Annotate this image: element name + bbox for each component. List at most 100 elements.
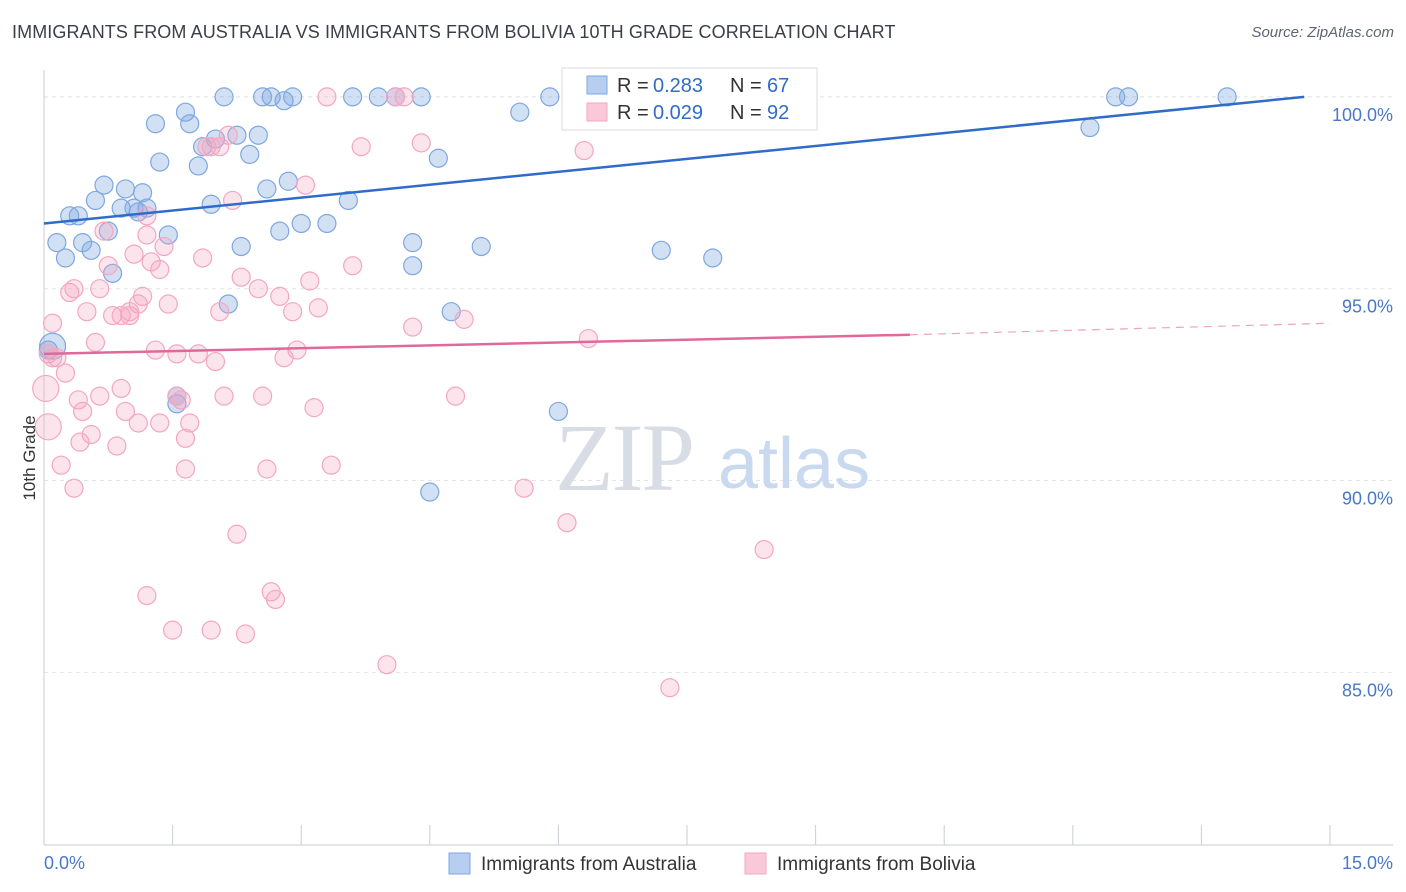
bolivia-point <box>64 279 84 299</box>
source-label[interactable]: Source: ZipAtlas.com <box>1251 24 1394 41</box>
bolivia-point <box>175 459 196 479</box>
bolivia-point <box>42 348 63 368</box>
bolivia-point <box>34 413 62 441</box>
bolivia-point <box>754 539 774 560</box>
y-tick-label: 100.0% <box>1332 105 1393 125</box>
bolivia-point <box>201 137 221 157</box>
bolivia-point <box>193 248 213 268</box>
australia-point <box>188 156 208 176</box>
bolivia-point <box>81 424 101 445</box>
australia-trend-line <box>43 95 1305 225</box>
bottom-legend-australia[interactable]: Immigrants from Australia <box>481 854 697 875</box>
bolivia-point <box>660 678 680 698</box>
australia-point <box>283 87 303 107</box>
australia-point <box>175 102 196 122</box>
legend-n-label-2: N = <box>730 102 762 124</box>
bolivia-point <box>90 386 110 406</box>
y-axis-label: 10th Grade <box>20 415 39 500</box>
bolivia-point <box>55 363 76 383</box>
bolivia-point <box>223 190 243 211</box>
y-tick-labels: 85.0% 90.0% 95.0% 100.0% <box>1332 105 1393 700</box>
bolivia-point <box>51 455 71 475</box>
australia-point <box>201 194 221 214</box>
bolivia-point <box>94 221 114 241</box>
legend-r-label-2: R = <box>617 102 649 124</box>
bolivia-point <box>265 589 286 610</box>
australia-point <box>145 114 166 134</box>
legend-r-value-2: 0.029 <box>653 102 703 124</box>
australia-point <box>231 236 251 257</box>
bolivia-point <box>167 386 187 406</box>
australia-point <box>510 102 530 122</box>
bottom-legend-bolivia[interactable]: Immigrants from Bolivia <box>777 854 976 875</box>
bolivia-point <box>574 140 594 161</box>
bolivia-point <box>295 175 316 195</box>
bolivia-point <box>557 513 577 533</box>
australia-point <box>158 225 178 245</box>
australia-point <box>55 248 76 268</box>
australia-point <box>403 256 423 276</box>
bolivia-point <box>137 586 157 606</box>
x-tick-min: 0.0% <box>44 853 85 873</box>
bolivia-point <box>163 620 183 640</box>
bolivia-point <box>343 256 363 276</box>
axes <box>43 70 1393 846</box>
bolivia-point <box>188 344 208 364</box>
australia-point <box>403 233 423 253</box>
australia-point <box>368 87 388 107</box>
legend-n-value-1: 67 <box>767 75 789 97</box>
watermark-atlas: atlas <box>718 424 870 504</box>
bolivia-point <box>445 386 466 406</box>
bolivia-point <box>42 313 63 333</box>
bolivia-point <box>205 351 226 372</box>
bolivia-point <box>308 298 328 318</box>
bolivia-point <box>283 302 303 322</box>
australia-point <box>428 148 448 168</box>
bolivia-trend-line <box>43 333 910 356</box>
australia-point <box>651 240 671 260</box>
australia-point <box>261 87 281 107</box>
australia-point <box>180 114 200 134</box>
bolivia-point <box>377 655 397 675</box>
bolivia-point <box>201 620 221 640</box>
bolivia-point <box>454 309 474 329</box>
bolivia-point <box>270 286 290 306</box>
bolivia-point <box>70 432 90 452</box>
australia-point <box>291 213 311 234</box>
australia-point <box>94 175 114 195</box>
bolivia-point <box>115 401 136 422</box>
grid-lines <box>44 96 1393 673</box>
australia-point <box>248 125 268 145</box>
bolivia-point <box>85 332 106 353</box>
trend-lines <box>43 95 1331 356</box>
australia-point <box>115 179 136 199</box>
bolivia-point <box>253 386 273 406</box>
bolivia-point <box>304 398 324 418</box>
watermark: ZIP atlas <box>555 404 870 511</box>
australia-point <box>317 213 337 234</box>
bolivia-point <box>403 317 423 337</box>
australia-point <box>98 221 118 241</box>
australia-point <box>703 248 723 268</box>
bolivia-point <box>248 279 268 299</box>
australia-point <box>270 221 290 241</box>
bolivia-point <box>578 328 599 349</box>
bolivia-point <box>124 244 144 264</box>
bolivia-point <box>317 87 337 107</box>
y-tick-label: 85.0% <box>1342 680 1393 700</box>
bolivia-point <box>394 87 414 107</box>
bolivia-point <box>227 524 247 544</box>
australia-point <box>214 87 234 107</box>
australia-point <box>150 152 170 172</box>
bolivia-point <box>180 413 200 433</box>
bolivia-point <box>351 137 371 157</box>
australia-point <box>257 179 277 199</box>
chart-title: IMMIGRANTS FROM AUSTRALIA VS IMMIGRANTS … <box>12 22 896 42</box>
bolivia-point <box>150 259 170 280</box>
bolivia-point <box>98 256 118 276</box>
watermark-zip: ZIP <box>555 404 693 511</box>
legend-n-label-1: N = <box>730 75 762 97</box>
australia-point <box>68 206 88 226</box>
bolivia-point <box>137 225 157 245</box>
